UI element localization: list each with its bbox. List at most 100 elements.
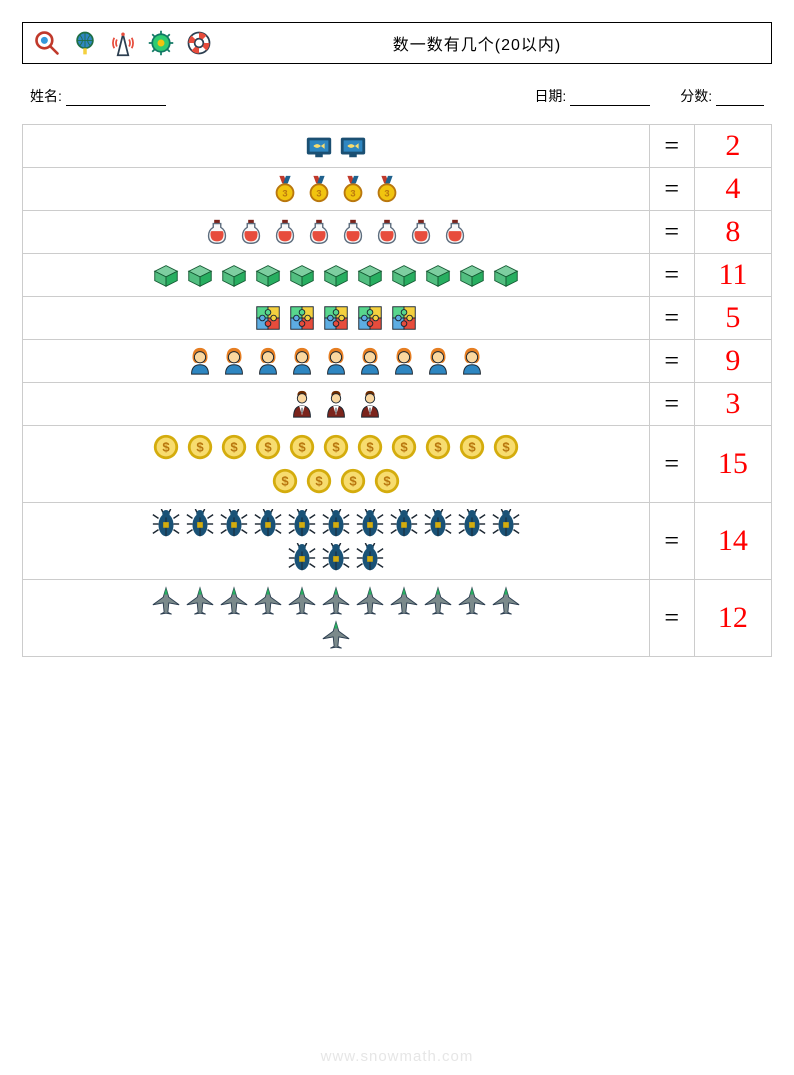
jet-icon xyxy=(287,586,317,616)
svg-text:$: $ xyxy=(298,440,306,455)
svg-text:$: $ xyxy=(332,440,340,455)
waiter-icon xyxy=(287,389,317,419)
potion-icon xyxy=(202,217,232,247)
woman-icon xyxy=(355,346,385,376)
woman-icon xyxy=(219,346,249,376)
answer-cell[interactable]: 12 xyxy=(694,580,771,657)
watermark: www.snowmath.com xyxy=(0,1048,794,1065)
green-block-icon xyxy=(321,260,351,290)
waiter-icon xyxy=(355,389,385,419)
beetle-icon xyxy=(355,543,385,573)
svg-text:$: $ xyxy=(468,440,476,455)
answer-cell[interactable]: 9 xyxy=(694,340,771,383)
beetle-icon xyxy=(321,509,351,539)
header-box: 数一数有几个(20以内) xyxy=(22,22,772,64)
answer-cell[interactable]: 2 xyxy=(694,125,771,168)
potion-icon xyxy=(406,217,436,247)
answer-cell[interactable]: 14 xyxy=(694,503,771,580)
objects-cell xyxy=(23,580,650,657)
score-blank[interactable] xyxy=(716,105,764,106)
coin-icon: $ xyxy=(321,432,351,462)
potion-icon xyxy=(372,217,402,247)
svg-text:$: $ xyxy=(434,440,442,455)
answer-cell[interactable]: 3 xyxy=(694,383,771,426)
svg-text:$: $ xyxy=(383,474,391,489)
worksheet-title: 数一数有几个(20以内) xyxy=(213,31,761,55)
equals-sign: = xyxy=(649,254,694,297)
svg-text:$: $ xyxy=(315,474,323,489)
header-icon-row xyxy=(33,29,213,57)
equals-sign: = xyxy=(649,297,694,340)
objects-cell xyxy=(23,297,650,340)
objects-cell xyxy=(23,211,650,254)
answer-cell[interactable]: 8 xyxy=(694,211,771,254)
beetle-icon xyxy=(423,509,453,539)
svg-text:3: 3 xyxy=(350,189,355,199)
counting-row: =3 xyxy=(23,383,772,426)
objects-cell xyxy=(23,503,650,580)
coin-icon: $ xyxy=(372,466,402,496)
svg-text:$: $ xyxy=(400,440,408,455)
counting-row: =12 xyxy=(23,580,772,657)
answer-cell[interactable]: 11 xyxy=(694,254,771,297)
svg-text:$: $ xyxy=(162,440,170,455)
potion-icon xyxy=(338,217,368,247)
beetle-icon xyxy=(389,509,419,539)
coin-icon: $ xyxy=(491,432,521,462)
green-block-icon xyxy=(423,260,453,290)
counting-table: =23333=4=8=11=5=9=3$$$$$$$$$$$$$$$=15=14… xyxy=(22,124,772,657)
green-block-icon xyxy=(355,260,385,290)
objects-cell: $$$$$$$$$$$$$$$ xyxy=(23,426,650,503)
woman-icon xyxy=(287,346,317,376)
coin-icon: $ xyxy=(287,432,317,462)
lifebuoy-icon xyxy=(185,29,213,57)
answer-cell[interactable]: 5 xyxy=(694,297,771,340)
name-blank[interactable] xyxy=(66,105,166,106)
coin-icon: $ xyxy=(219,432,249,462)
score-label: 分数: xyxy=(680,88,712,104)
equals-sign: = xyxy=(649,125,694,168)
coin-icon: $ xyxy=(457,432,487,462)
jet-icon xyxy=(253,586,283,616)
beetle-icon xyxy=(355,509,385,539)
woman-icon xyxy=(457,346,487,376)
green-block-icon xyxy=(287,260,317,290)
svg-text:$: $ xyxy=(264,440,272,455)
equals-sign: = xyxy=(649,580,694,657)
objects-cell xyxy=(23,340,650,383)
green-block-icon xyxy=(151,260,181,290)
svg-text:$: $ xyxy=(502,440,510,455)
green-block-icon xyxy=(253,260,283,290)
answer-cell[interactable]: 15 xyxy=(694,426,771,503)
chip-circle-icon xyxy=(147,29,175,57)
score-field: 分数: xyxy=(680,86,764,106)
counting-row: =11 xyxy=(23,254,772,297)
beetle-icon xyxy=(287,543,317,573)
tv-fish-icon xyxy=(338,131,368,161)
svg-text:3: 3 xyxy=(282,189,287,199)
jet-icon xyxy=(457,586,487,616)
equals-sign: = xyxy=(649,503,694,580)
beetle-icon xyxy=(151,509,181,539)
date-label: 日期: xyxy=(534,88,566,104)
svg-text:3: 3 xyxy=(384,189,389,199)
magnify-icon xyxy=(33,29,61,57)
beetle-icon xyxy=(253,509,283,539)
jet-icon xyxy=(219,586,249,616)
date-blank[interactable] xyxy=(570,105,650,106)
objects-cell xyxy=(23,383,650,426)
answer-cell[interactable]: 4 xyxy=(694,168,771,211)
beetle-icon xyxy=(185,509,215,539)
green-block-icon xyxy=(185,260,215,290)
objects-cell xyxy=(23,125,650,168)
green-block-icon xyxy=(457,260,487,290)
potion-icon xyxy=(304,217,334,247)
name-label: 姓名: xyxy=(30,88,62,104)
jet-icon xyxy=(321,586,351,616)
coin-icon: $ xyxy=(423,432,453,462)
woman-icon xyxy=(423,346,453,376)
woman-icon xyxy=(321,346,351,376)
equals-sign: = xyxy=(649,168,694,211)
jet-icon xyxy=(423,586,453,616)
puzzle-icon xyxy=(355,303,385,333)
